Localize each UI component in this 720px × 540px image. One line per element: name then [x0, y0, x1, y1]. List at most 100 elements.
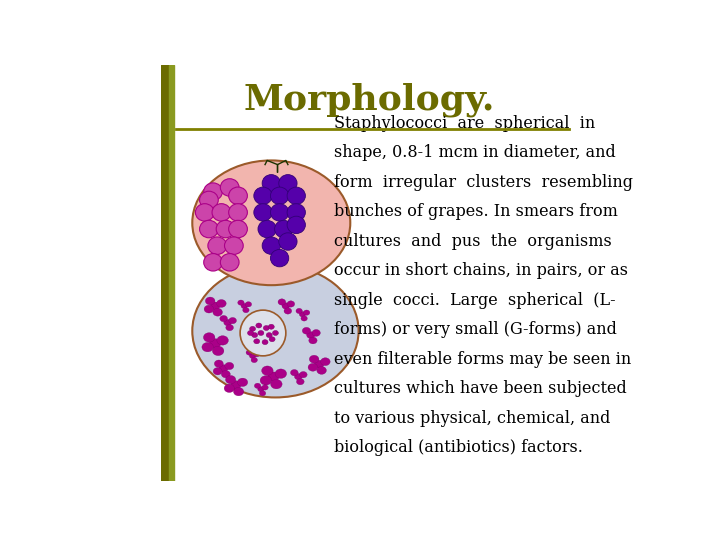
- Ellipse shape: [224, 384, 235, 393]
- Text: cultures  and  pus  the  organisms: cultures and pus the organisms: [333, 233, 611, 250]
- Ellipse shape: [282, 303, 289, 309]
- Ellipse shape: [256, 323, 262, 328]
- Ellipse shape: [192, 265, 359, 397]
- Ellipse shape: [229, 187, 248, 205]
- Ellipse shape: [205, 297, 215, 305]
- Ellipse shape: [262, 385, 269, 390]
- Ellipse shape: [208, 237, 227, 254]
- Ellipse shape: [259, 390, 266, 396]
- Circle shape: [240, 310, 286, 356]
- Ellipse shape: [204, 333, 215, 342]
- Ellipse shape: [258, 330, 264, 335]
- Ellipse shape: [225, 375, 235, 384]
- Ellipse shape: [220, 254, 239, 271]
- Ellipse shape: [192, 160, 351, 285]
- Ellipse shape: [243, 307, 249, 313]
- Ellipse shape: [264, 326, 269, 330]
- Ellipse shape: [317, 367, 326, 374]
- Ellipse shape: [225, 237, 243, 254]
- Ellipse shape: [308, 363, 318, 371]
- Ellipse shape: [290, 369, 298, 376]
- Ellipse shape: [254, 383, 261, 388]
- Ellipse shape: [271, 187, 289, 205]
- Ellipse shape: [287, 301, 294, 307]
- Ellipse shape: [297, 379, 304, 385]
- Ellipse shape: [229, 318, 236, 324]
- Ellipse shape: [301, 316, 307, 321]
- Ellipse shape: [210, 339, 221, 348]
- Text: occur in short chains, in pairs, or as: occur in short chains, in pairs, or as: [333, 262, 628, 279]
- Bar: [168, 65, 174, 481]
- Ellipse shape: [268, 372, 279, 381]
- Ellipse shape: [210, 302, 220, 310]
- Ellipse shape: [262, 237, 280, 254]
- Ellipse shape: [215, 360, 223, 367]
- Text: Morphology.: Morphology.: [243, 83, 495, 117]
- Ellipse shape: [258, 387, 264, 392]
- Ellipse shape: [249, 353, 256, 359]
- Ellipse shape: [253, 352, 260, 357]
- Ellipse shape: [262, 340, 268, 345]
- Ellipse shape: [275, 369, 287, 379]
- Ellipse shape: [254, 204, 272, 221]
- Ellipse shape: [296, 308, 302, 314]
- Ellipse shape: [213, 308, 222, 316]
- Ellipse shape: [274, 220, 293, 238]
- Text: single  cocci.  Large  spherical  (L-: single cocci. Large spherical (L-: [333, 292, 616, 309]
- Ellipse shape: [202, 342, 213, 352]
- Ellipse shape: [212, 346, 224, 355]
- Ellipse shape: [271, 249, 289, 267]
- Ellipse shape: [287, 187, 305, 205]
- Ellipse shape: [225, 362, 234, 370]
- Ellipse shape: [266, 333, 272, 338]
- Ellipse shape: [246, 350, 253, 355]
- Ellipse shape: [309, 337, 317, 344]
- Ellipse shape: [310, 355, 319, 363]
- Ellipse shape: [262, 174, 280, 192]
- Ellipse shape: [248, 330, 253, 335]
- Ellipse shape: [312, 329, 320, 336]
- Ellipse shape: [204, 305, 214, 313]
- Ellipse shape: [278, 299, 286, 305]
- Ellipse shape: [271, 380, 282, 389]
- Ellipse shape: [271, 204, 289, 221]
- Ellipse shape: [269, 337, 275, 342]
- Ellipse shape: [246, 302, 251, 307]
- Ellipse shape: [199, 220, 218, 238]
- Ellipse shape: [229, 220, 248, 238]
- Ellipse shape: [272, 330, 279, 335]
- Ellipse shape: [315, 360, 324, 368]
- Ellipse shape: [287, 204, 305, 221]
- Ellipse shape: [253, 339, 260, 344]
- Ellipse shape: [303, 310, 310, 315]
- Ellipse shape: [217, 336, 228, 345]
- Text: forms) or very small (G-forms) and: forms) or very small (G-forms) and: [333, 321, 616, 339]
- Ellipse shape: [226, 325, 233, 330]
- Text: cultures which have been subjected: cultures which have been subjected: [333, 380, 626, 397]
- Ellipse shape: [199, 191, 218, 208]
- Text: Staphylococci  are  spherical  in: Staphylococci are spherical in: [333, 114, 595, 132]
- Ellipse shape: [254, 187, 272, 205]
- Ellipse shape: [258, 220, 276, 238]
- Ellipse shape: [195, 204, 214, 221]
- Ellipse shape: [217, 300, 226, 307]
- Ellipse shape: [294, 374, 302, 380]
- Ellipse shape: [300, 372, 307, 378]
- Ellipse shape: [213, 368, 222, 375]
- Text: shape, 0.8-1 mcm in diameter, and: shape, 0.8-1 mcm in diameter, and: [333, 144, 616, 161]
- Ellipse shape: [219, 364, 228, 372]
- Ellipse shape: [300, 312, 306, 317]
- Ellipse shape: [204, 254, 222, 271]
- Ellipse shape: [302, 327, 310, 334]
- Text: to various physical, chemical, and: to various physical, chemical, and: [333, 410, 610, 427]
- Ellipse shape: [204, 183, 222, 200]
- Ellipse shape: [260, 376, 271, 385]
- Ellipse shape: [238, 378, 248, 387]
- Ellipse shape: [269, 324, 274, 329]
- Ellipse shape: [216, 220, 235, 238]
- Ellipse shape: [238, 300, 244, 305]
- Ellipse shape: [212, 204, 230, 221]
- Ellipse shape: [220, 315, 228, 322]
- Ellipse shape: [224, 320, 231, 326]
- Ellipse shape: [220, 179, 239, 196]
